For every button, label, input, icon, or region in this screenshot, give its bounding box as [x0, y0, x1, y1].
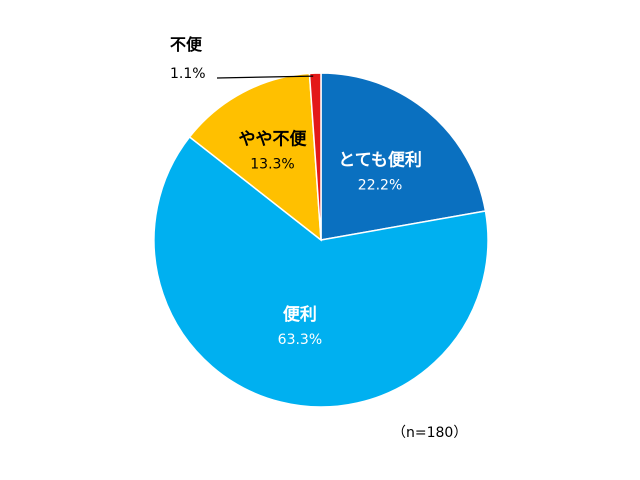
slice-name-label: 便利 — [283, 304, 317, 325]
slice-name-label: とても便利 — [338, 150, 422, 171]
slice-value-label: 1.1% — [170, 66, 206, 82]
slice-value-label: 63.3% — [278, 332, 322, 348]
slice-value-label: 13.3% — [250, 157, 294, 173]
slice-name-label: 不便 — [170, 35, 203, 54]
pie-slice — [188, 72, 322, 242]
pie-slice — [153, 135, 489, 408]
pie-slice — [308, 72, 322, 241]
sample-size-note: （n=180） — [392, 425, 467, 441]
pie-labels: とても便利 22.2% 便利 63.3% やや不便 13.3% — [239, 129, 422, 349]
slice-name-label: やや不便 — [239, 129, 308, 150]
pie-slices — [153, 72, 489, 408]
slice-value-label: 22.2% — [358, 178, 402, 194]
pie-slice — [320, 72, 487, 241]
leader-line — [216, 75, 314, 79]
